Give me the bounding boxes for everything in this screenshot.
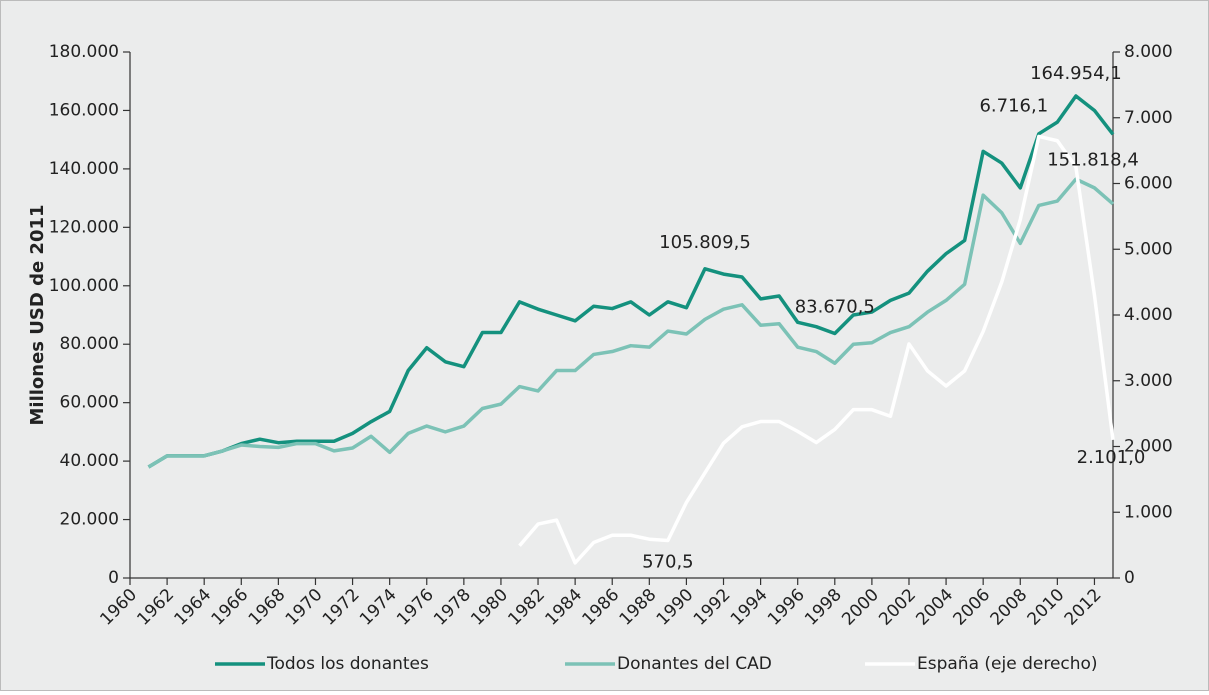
y-tick-label: 0	[108, 568, 119, 588]
y-tick-label: 100.000	[49, 276, 119, 296]
y2-tick-label: 5.000	[1124, 239, 1173, 259]
series-line	[147, 94, 1115, 469]
y2-tick-label: 2.000	[1124, 437, 1173, 457]
y2-tick-label: 6.000	[1124, 174, 1173, 194]
y2-tick-label: 3.000	[1124, 371, 1173, 391]
series-line	[147, 177, 1115, 469]
y-tick-label: 40.000	[60, 451, 119, 471]
y2-tick-label: 4.000	[1124, 305, 1173, 325]
legend-label: Donantes del CAD	[617, 654, 772, 674]
y2-tick-label: 1.000	[1124, 502, 1173, 522]
y-tick-label: 180.000	[49, 42, 119, 62]
y-tick-label: 20.000	[60, 510, 119, 530]
data-label: 6.716,1	[979, 95, 1048, 116]
legend-label: Todos los donantes	[266, 654, 429, 674]
y-tick-label: 60.000	[60, 393, 119, 413]
data-label: 105.809,5	[659, 232, 751, 253]
y2-tick-label: 0	[1124, 568, 1135, 588]
y-tick-label: 80.000	[60, 334, 119, 354]
y-tick-label: 160.000	[49, 100, 119, 120]
y2-tick-label: 7.000	[1124, 108, 1173, 128]
legend-label: España (eje derecho)	[917, 654, 1098, 674]
data-label: 570,5	[642, 551, 694, 572]
data-label: 151.818,4	[1047, 149, 1139, 170]
y-axis-label: Millones USD de 2011	[27, 204, 48, 425]
y-tick-label: 120.000	[49, 217, 119, 237]
y2-tick-label: 8.000	[1124, 42, 1173, 62]
y-tick-label: 140.000	[49, 159, 119, 179]
data-label: 2.101,0	[1077, 447, 1146, 468]
series-line	[518, 134, 1115, 565]
data-label: 83.670,5	[795, 296, 875, 317]
data-label: 164.954,1	[1030, 63, 1122, 84]
